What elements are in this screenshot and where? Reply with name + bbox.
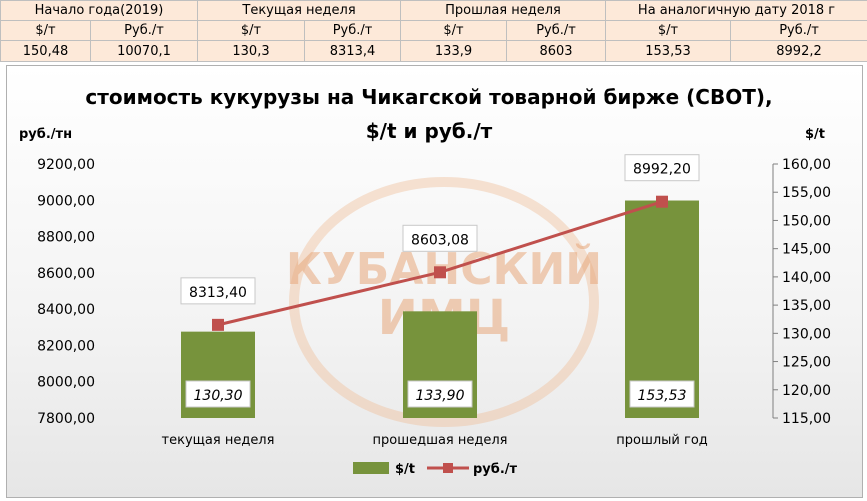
y-right-tick-label: 135,00	[782, 298, 831, 314]
bar-data-label: 130,30	[194, 388, 243, 404]
y-right-tick-label: 130,00	[782, 326, 831, 342]
line-point	[212, 318, 224, 331]
header-same-date-2018: На аналогичную дату 2018 г	[605, 0, 867, 21]
bar-data-label: 133,90	[416, 388, 465, 404]
legend-swatch-marker	[443, 463, 453, 473]
header-current-week: Текущая неделя	[196, 0, 402, 21]
chart-title-line1: стоимость кукурузы на Чикагской товарной…	[85, 85, 772, 109]
y-left-tick-label: 8000,00	[37, 375, 95, 391]
unit-cell: $/т	[0, 20, 91, 41]
line-data-label-box	[180, 277, 256, 305]
category-label: прошедшая неделя	[372, 433, 507, 448]
line-series: 8313,40 8603,08 8992,20	[180, 154, 700, 331]
value-cell: 8313,4	[303, 40, 402, 62]
line-point	[656, 195, 668, 208]
line-data-label: 8992,20	[633, 162, 691, 178]
y-left-tick-label: 8800,00	[37, 230, 95, 246]
y-right-tick-label: 160,00	[782, 157, 831, 173]
category-labels: текущая неделя прошедшая неделя прошлый го…	[162, 433, 708, 448]
line-data-label: 8313,40	[189, 285, 247, 301]
y-left-tick-label: 9200,00	[37, 157, 95, 173]
legend-label-line: руб./т	[473, 462, 518, 477]
line-data-label-box	[402, 224, 478, 252]
y-left-tick-label: 9000,00	[37, 193, 95, 209]
bar-data-label-box	[407, 380, 473, 408]
price-summary-table: Начало года(2019) Текущая неделя Прошлая…	[0, 0, 867, 62]
value-cell: 10070,1	[90, 40, 198, 62]
value-cell: 150,48	[0, 40, 91, 62]
y-right-tick-label: 150,00	[782, 213, 831, 229]
y-right-tick-label: 145,00	[782, 242, 831, 258]
unit-cell: $/т	[605, 20, 732, 41]
table-value-row: 150,48 10070,1 130,3 8313,4 133,9 8603 1…	[0, 40, 867, 62]
unit-cell: Руб./т	[730, 20, 867, 41]
chart-area: КУБАНСКИЙ ИМЦ стоимость кукурузы на Чика…	[6, 65, 863, 498]
unit-cell: Руб./т	[303, 20, 402, 41]
y-left-axis-label: руб./тн	[19, 127, 72, 142]
chart-title-line2: $/t и руб./т	[366, 119, 493, 143]
y-right-axis-label: $/t	[805, 127, 825, 142]
y-left-tick-label: 8600,00	[37, 266, 95, 282]
legend: $/t руб./т	[353, 462, 518, 477]
line-point	[434, 266, 446, 279]
corn-price-chart: КУБАНСКИЙ ИМЦ стоимость кукурузы на Чика…	[19, 85, 831, 477]
value-cell: 133,9	[400, 40, 508, 62]
value-cell: 153,53	[605, 40, 732, 62]
category-label: прошлый год	[616, 433, 708, 448]
bar-data-label: 153,53	[638, 388, 687, 404]
header-year-start: Начало года(2019)	[0, 0, 198, 21]
y-right-tick-label: 140,00	[782, 270, 831, 286]
unit-cell: Руб./т	[90, 20, 198, 41]
table-header-row: Начало года(2019) Текущая неделя Прошлая…	[0, 0, 867, 21]
line-data-label: 8603,08	[411, 232, 469, 248]
y-right-tick-label: 120,00	[782, 383, 831, 399]
header-last-week: Прошлая неделя	[400, 0, 607, 21]
value-cell: 8992,2	[730, 40, 867, 62]
y-left-tick-label: 8400,00	[37, 302, 95, 318]
y-left-axis-ticks: 7800,00 8000,00 8200,00 8400,00 8600,00 8800,…	[37, 157, 95, 427]
bar-series: 130,30 133,90 153,53	[181, 200, 699, 418]
bar-data-label-box	[629, 380, 695, 408]
y-right-tick-label: 125,00	[782, 355, 831, 371]
unit-cell: Руб./т	[506, 20, 607, 41]
line-data-label-box	[624, 154, 700, 182]
legend-swatch-bar	[353, 462, 389, 474]
value-cell: 8603	[506, 40, 607, 62]
value-cell: 130,3	[197, 40, 305, 62]
y-left-tick-label: 8200,00	[37, 338, 95, 354]
unit-cell: $/т	[400, 20, 508, 41]
bar-data-label-box	[185, 380, 251, 408]
unit-cell: $/т	[197, 20, 305, 41]
legend-label-bar: $/t	[395, 462, 415, 477]
category-label: текущая неделя	[162, 433, 275, 448]
table-unit-row: $/т Руб./т $/т Руб./т $/т Руб./т $/т Руб…	[0, 20, 867, 41]
y-right-tick-label: 115,00	[782, 411, 831, 427]
y-left-tick-label: 7800,00	[37, 411, 95, 427]
y-right-tick-label: 155,00	[782, 185, 831, 201]
y-right-axis-ticks: 115,00 120,00 125,00 130,00 135,00 140,00 145,…	[773, 157, 831, 427]
